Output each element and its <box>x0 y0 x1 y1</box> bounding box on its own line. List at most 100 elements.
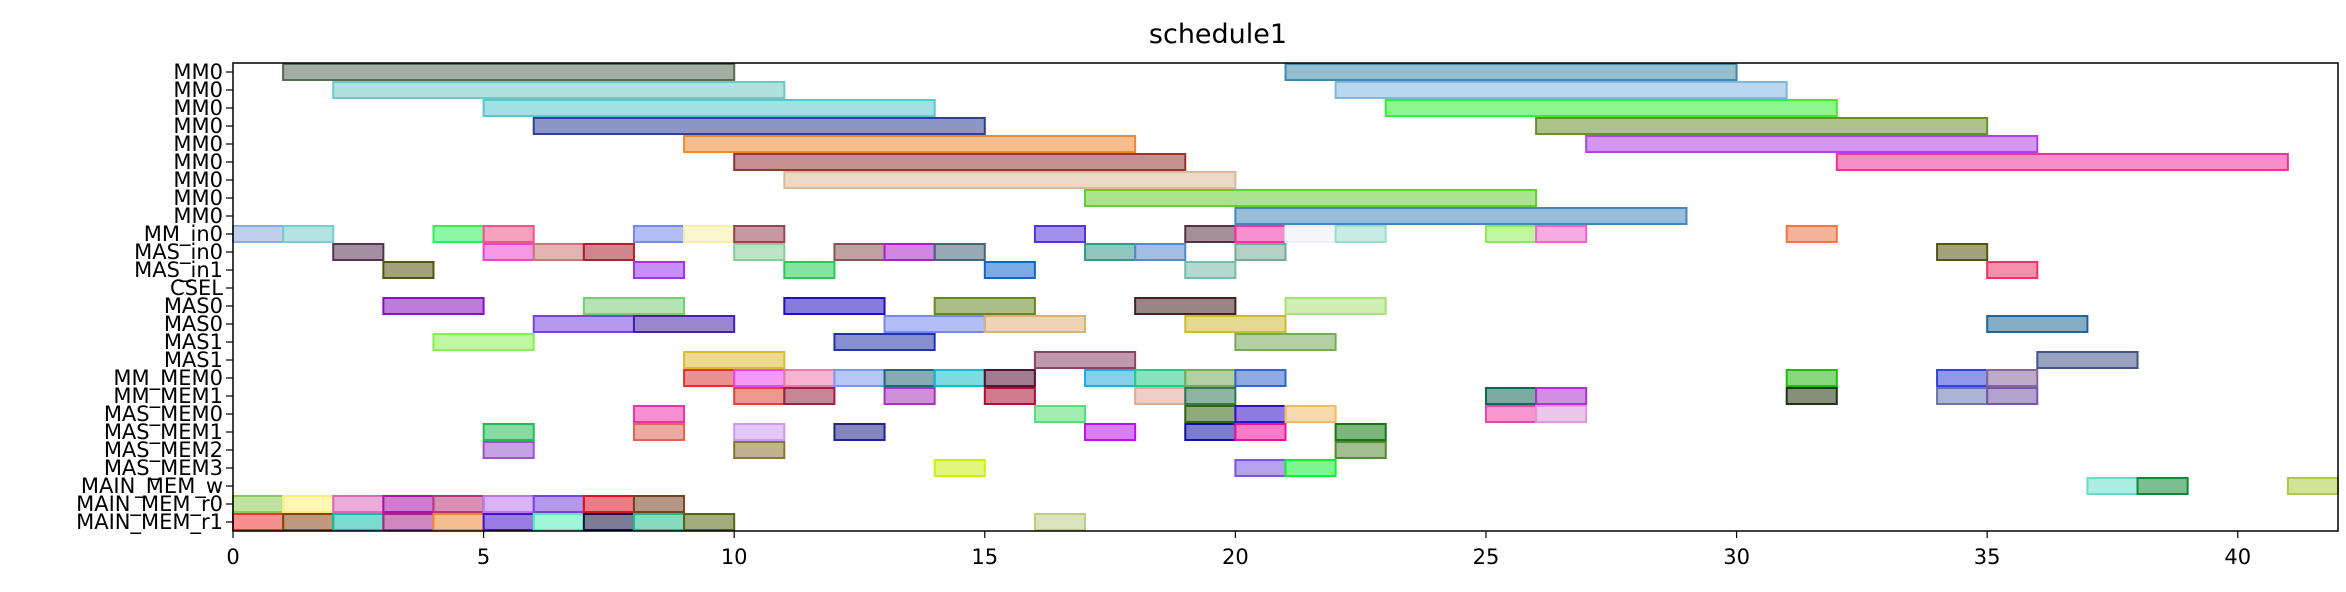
y-tick-label: MAS_MEM3 <box>104 456 223 481</box>
task-bar <box>1184 225 1237 243</box>
task-bar <box>582 495 635 513</box>
task-bar <box>983 261 1036 279</box>
y-tick-label: MM0 <box>173 60 223 84</box>
y-tick-label: MM_in0 <box>144 222 223 247</box>
task-bar <box>282 63 736 81</box>
task-bar <box>2036 351 2139 369</box>
y-tick-label: MAIN_MEM_w <box>81 474 223 499</box>
task-bar <box>332 513 385 531</box>
x-tick-label: 15 <box>971 545 998 569</box>
task-bar <box>1936 387 1989 405</box>
y-tick-label: MAS_MEM1 <box>104 420 223 445</box>
task-bar <box>733 153 1187 171</box>
task-bar <box>1986 387 2039 405</box>
task-bar <box>783 387 836 405</box>
task-bar <box>382 513 435 531</box>
plot-frame <box>232 62 2339 532</box>
task-bar <box>432 225 485 243</box>
x-tick-label: 25 <box>1473 545 1500 569</box>
task-bar <box>1084 369 1137 387</box>
task-bar <box>632 261 686 279</box>
task-bar <box>1184 387 1237 405</box>
task-bar <box>282 495 335 513</box>
task-bar <box>1084 189 1538 207</box>
task-bar <box>482 423 535 441</box>
task-bar <box>1535 405 1588 423</box>
task-bar <box>833 333 936 351</box>
x-tick-label: 20 <box>1222 545 1249 569</box>
y-tick-label: MM0 <box>173 96 223 120</box>
task-bar <box>232 495 285 513</box>
y-axis: MM0MM0MM0MM0MM0MM0MM0MM0MM0MM_in0MAS_in0… <box>76 60 233 535</box>
task-bar <box>1033 513 1087 531</box>
task-bar <box>683 513 736 531</box>
task-bar <box>1234 207 1688 225</box>
task-bar <box>1033 405 1087 423</box>
task-bar <box>482 495 535 513</box>
task-bar <box>733 423 786 441</box>
task-bar <box>2086 477 2139 495</box>
task-bar <box>933 297 1036 315</box>
task-bar <box>1084 243 1137 261</box>
task-bar <box>683 369 736 387</box>
task-bar <box>382 261 435 279</box>
task-bar <box>1785 387 1838 405</box>
task-bar <box>582 243 635 261</box>
task-bar <box>1134 387 1187 405</box>
y-tick-label: MM_MEM1 <box>113 384 223 409</box>
task-bar <box>1986 369 2039 387</box>
task-bar <box>1936 243 1989 261</box>
x-tick-label: 10 <box>721 545 748 569</box>
task-bar <box>1234 423 1287 441</box>
task-bar <box>532 243 585 261</box>
task-bar <box>1284 63 1738 81</box>
y-tick-label: MM0 <box>173 132 223 156</box>
task-bar <box>482 513 535 531</box>
task-bar <box>1234 333 1337 351</box>
task-bar <box>733 387 786 405</box>
task-bar <box>532 117 986 135</box>
chart-title: schedule1 <box>1149 19 1287 50</box>
task-bar <box>1284 405 1337 423</box>
task-bar <box>2136 477 2189 495</box>
y-tick-label: MM0 <box>173 204 223 228</box>
task-bar <box>883 315 986 333</box>
task-bar <box>432 333 535 351</box>
task-bar <box>532 495 585 513</box>
task-bar <box>1585 135 2039 153</box>
task-bar <box>232 513 285 531</box>
task-bar <box>482 243 535 261</box>
y-tick-label: MAIN_MEM_r1 <box>76 510 223 535</box>
task-bar <box>1484 225 1538 243</box>
task-bar <box>833 369 886 387</box>
task-bar <box>632 225 686 243</box>
task-bar <box>432 513 485 531</box>
task-bar <box>582 513 635 531</box>
task-bar <box>1234 459 1287 477</box>
task-bar <box>332 495 385 513</box>
y-tick-label: MAIN_MEM_r0 <box>76 492 223 517</box>
y-tick-label: MM0 <box>173 186 223 210</box>
task-bar <box>783 297 886 315</box>
task-bar <box>532 315 635 333</box>
task-bar <box>632 513 686 531</box>
y-tick-label: MAS_in1 <box>134 258 223 283</box>
task-bar <box>1785 369 1838 387</box>
task-bar <box>632 405 686 423</box>
task-bar <box>1334 423 1387 441</box>
task-bar <box>482 99 936 117</box>
task-bar <box>733 369 786 387</box>
x-tick-label: 5 <box>477 545 490 569</box>
task-bar <box>1535 117 1989 135</box>
y-tick-label: MM0 <box>173 168 223 192</box>
task-bar <box>1284 225 1337 243</box>
x-axis: 0 5 10 15 20 25 30 35 40 <box>226 531 2251 569</box>
task-bar <box>783 369 836 387</box>
task-bar <box>232 225 285 243</box>
task-bar <box>382 495 435 513</box>
task-bar <box>1184 261 1237 279</box>
task-bars <box>232 63 2339 531</box>
task-bar <box>983 387 1036 405</box>
x-tick-label: 30 <box>1723 545 1750 569</box>
task-bar <box>683 351 786 369</box>
